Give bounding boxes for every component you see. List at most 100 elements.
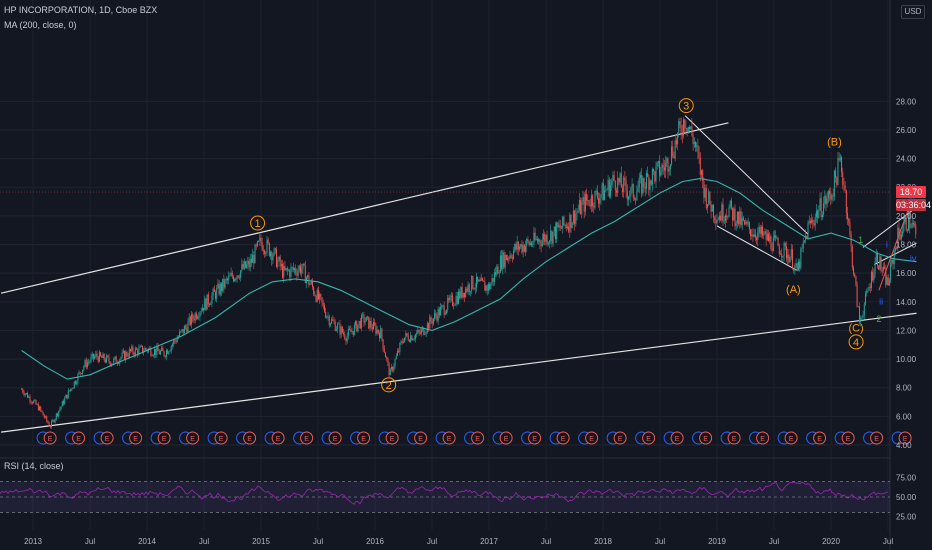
candle-body bbox=[830, 194, 832, 200]
candle-body bbox=[444, 313, 446, 315]
candle-body bbox=[435, 313, 437, 316]
candle-body bbox=[219, 283, 221, 295]
candle-body bbox=[580, 199, 582, 215]
candle-body bbox=[635, 199, 637, 201]
candle-body bbox=[678, 121, 680, 133]
candle-body bbox=[499, 255, 501, 273]
candle-body bbox=[21, 389, 23, 390]
symbol-title[interactable]: HP INCORPORATION, 1D, Cboe BZX bbox=[4, 5, 158, 15]
candle-body bbox=[769, 236, 771, 242]
candle-body bbox=[614, 180, 616, 191]
candle-body bbox=[224, 279, 226, 288]
candle-body bbox=[49, 426, 51, 428]
candle-body bbox=[894, 248, 896, 251]
candle-body bbox=[756, 237, 758, 240]
candle-body bbox=[204, 298, 206, 311]
candle-body bbox=[811, 219, 813, 223]
candle-body bbox=[387, 358, 389, 363]
rsi-tick-label: 75.00 bbox=[896, 474, 917, 483]
candle-body bbox=[60, 406, 62, 409]
candle-body bbox=[466, 288, 468, 292]
candle-body bbox=[724, 215, 726, 222]
candle-body bbox=[681, 133, 683, 136]
time-tick-label: Jul bbox=[199, 537, 209, 546]
candle-body bbox=[234, 278, 236, 282]
candle-body bbox=[215, 291, 217, 299]
candle-body bbox=[121, 352, 123, 358]
candle-body bbox=[243, 261, 245, 269]
candle-body bbox=[868, 286, 870, 291]
candle-body bbox=[673, 156, 675, 158]
candle-body bbox=[398, 351, 400, 353]
candle-body bbox=[242, 264, 244, 269]
time-tick-label: Jul bbox=[655, 537, 665, 546]
candle-body bbox=[671, 146, 673, 164]
candle-body bbox=[333, 320, 335, 322]
candle-body bbox=[750, 229, 752, 237]
candle-body bbox=[866, 290, 868, 294]
price-tick-label: 6.00 bbox=[896, 412, 912, 421]
candle-body bbox=[461, 287, 463, 298]
candle-body bbox=[101, 356, 103, 358]
candle-body bbox=[384, 352, 386, 358]
candle-body bbox=[244, 261, 246, 268]
candle-body bbox=[650, 180, 652, 185]
candle-body bbox=[57, 413, 59, 416]
candle-body bbox=[110, 363, 112, 366]
candle-body bbox=[80, 373, 82, 375]
candle-body bbox=[34, 400, 36, 401]
candle-body bbox=[356, 321, 358, 332]
candle-body bbox=[358, 320, 360, 325]
candle-body bbox=[162, 347, 164, 352]
candle-body bbox=[216, 287, 218, 299]
candle-body bbox=[164, 356, 166, 357]
wave-label-(B): (B) bbox=[827, 136, 842, 148]
earnings-letter: E bbox=[903, 436, 908, 443]
candle-body bbox=[818, 209, 820, 219]
earnings-letter: E bbox=[333, 436, 338, 443]
candle-body bbox=[344, 334, 346, 339]
candle-body bbox=[698, 152, 700, 158]
candle-body bbox=[167, 350, 169, 354]
candle-body bbox=[126, 351, 128, 357]
earnings-marker bbox=[100, 431, 114, 445]
candle-body bbox=[271, 251, 273, 261]
candle-body bbox=[141, 345, 143, 353]
candle-body bbox=[898, 227, 900, 235]
candle-body bbox=[218, 283, 220, 295]
candle-body bbox=[191, 314, 193, 325]
candle-body bbox=[412, 338, 414, 341]
candle-body bbox=[467, 284, 469, 292]
currency-button[interactable]: USD bbox=[901, 5, 925, 19]
candle-body bbox=[538, 239, 540, 242]
candle-body bbox=[876, 253, 878, 266]
candle-body bbox=[52, 420, 54, 422]
candle-body bbox=[240, 270, 242, 279]
candle-body bbox=[478, 279, 480, 282]
candle-body bbox=[376, 329, 378, 334]
candle-body bbox=[171, 344, 173, 346]
candle-body bbox=[361, 314, 363, 329]
rsi-pane[interactable] bbox=[0, 481, 890, 513]
candle-body bbox=[855, 276, 857, 285]
candle-body bbox=[489, 284, 491, 290]
ma-legend[interactable]: MA (200, close, 0) bbox=[4, 20, 77, 30]
candle-body bbox=[647, 173, 649, 177]
rsi-legend[interactable]: RSI (14, close) bbox=[4, 461, 64, 471]
candle-body bbox=[560, 228, 562, 229]
candle-body bbox=[644, 187, 646, 189]
candle-body bbox=[228, 275, 230, 281]
time-tick-label: Jul bbox=[769, 537, 779, 546]
candle-body bbox=[161, 347, 163, 352]
candle-body bbox=[288, 270, 290, 272]
candle-body bbox=[472, 276, 474, 289]
candle-body bbox=[424, 333, 426, 335]
candle-body bbox=[575, 213, 577, 225]
candle-body bbox=[661, 164, 663, 173]
candle-body bbox=[131, 346, 133, 351]
candle-body bbox=[648, 176, 650, 191]
candle-body bbox=[782, 255, 784, 258]
candle-body bbox=[523, 245, 525, 252]
candle-body bbox=[452, 295, 454, 306]
